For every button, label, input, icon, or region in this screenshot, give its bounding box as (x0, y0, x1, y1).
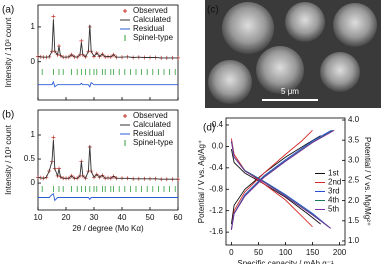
x-tick-label: 20 (62, 213, 71, 222)
y-axis-label: Potential / V vs. Ag/Ag⁺ (197, 140, 206, 223)
legend-label: Residual (133, 129, 164, 138)
legend-label: Observed (133, 6, 168, 15)
x-tick-label: 0 (229, 248, 234, 257)
y2-tick-label: 1.0 (348, 236, 360, 245)
y2-axis-label: Potential / V vs. Mg/Mg²⁺ (363, 137, 372, 226)
legend-label: 3rd (328, 187, 340, 196)
series-line (230, 129, 334, 230)
y-tick-label: -1.6 (209, 227, 223, 236)
y-axis-label: Intensity / 10³ count (4, 17, 13, 88)
y-tick-label: 0.5 (24, 154, 36, 163)
y-tick-label: -0.8 (209, 184, 223, 193)
panel-label: (c) (207, 5, 219, 16)
scale-bar-label: 5 μm (281, 87, 299, 96)
y-tick-label: 1 (31, 130, 36, 139)
x-axis-label: Specific capacity / mAh g⁻¹ (237, 259, 334, 264)
x-tick-label: 200 (333, 248, 347, 257)
legend-label: 5th (328, 205, 339, 214)
series-line (38, 80, 178, 88)
y-tick-label: 0.4 (212, 120, 224, 129)
legend-label: Observed (133, 111, 168, 120)
legend-swatch (123, 114, 127, 118)
series-line (37, 19, 178, 59)
x-tick-label: 10 (34, 213, 43, 222)
x-tick-label: 60 (174, 213, 183, 222)
x-tick-label: 30 (90, 213, 99, 222)
y2-tick-label: 2.0 (348, 196, 360, 205)
y-axis-label: Intensity / 10³ count (4, 124, 13, 195)
plot-frame (37, 4, 179, 101)
y-tick-label: 1 (31, 22, 36, 31)
y2-tick-label: 4.0 (348, 115, 360, 124)
legend-label: Calculated (133, 15, 171, 24)
y2-tick-label: 1.5 (348, 216, 360, 225)
particle (285, 2, 325, 42)
y-tick-label: 0 (31, 57, 36, 66)
observed-point (51, 135, 56, 140)
x-axis-label: 2θ / degree (Mo Kα) (72, 224, 144, 233)
x-tick-label: 150 (306, 248, 320, 257)
legend-label: 2nd (328, 178, 341, 187)
x-tick-label: 100 (279, 248, 293, 257)
legend-swatch (123, 9, 127, 13)
legend-label: Calculated (133, 120, 171, 129)
legend-label: Spinel-type (133, 33, 174, 42)
series-line (230, 129, 335, 231)
plot-frame (37, 109, 179, 211)
legend-label: Spinel-type (133, 138, 174, 147)
observed-point (51, 14, 56, 19)
y-tick-label: 0.0 (212, 142, 224, 151)
particle (256, 46, 304, 94)
panel-label: (b) (2, 110, 14, 121)
particle (222, 2, 274, 54)
y2-tick-label: 3.0 (348, 155, 360, 164)
legend-label: 1st (328, 169, 339, 178)
particle (208, 60, 252, 104)
panel-label: (a) (2, 5, 14, 16)
particle (333, 3, 377, 47)
x-tick-label: 40 (118, 213, 127, 222)
series-line (230, 129, 313, 230)
x-tick-label: 50 (254, 248, 263, 257)
particle (320, 52, 360, 92)
y2-tick-label: 3.5 (348, 135, 360, 144)
series-line (38, 192, 178, 202)
series-line (230, 129, 332, 230)
y-tick-label: -0.4 (209, 163, 223, 172)
legend-label: 4th (328, 196, 339, 205)
x-tick-label: 50 (146, 213, 155, 222)
sem-image: 5 μm (c) (205, 0, 381, 108)
y-tick-label: -1.2 (209, 206, 223, 215)
panel-label: (d) (203, 123, 215, 134)
y-tick-label: 0 (31, 178, 36, 187)
y2-tick-label: 2.5 (348, 176, 360, 185)
series-line (37, 139, 178, 180)
legend-label: Residual (133, 24, 164, 33)
